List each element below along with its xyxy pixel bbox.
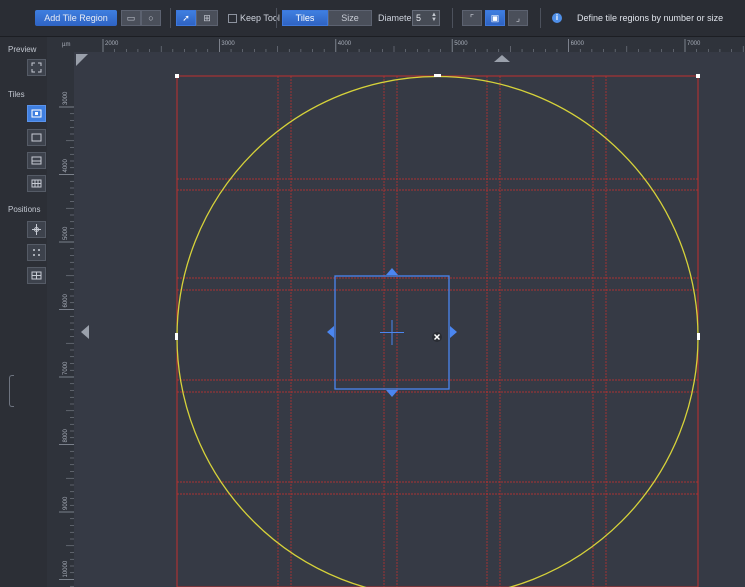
resize-handle-right[interactable] (697, 333, 700, 340)
toolbar: Add Tile Region ▭ ○ ➚ ⊞ Keep Tool Tiles … (0, 0, 745, 37)
rectangle-tool-button[interactable]: ▭ (121, 10, 141, 26)
position-list-icon (31, 271, 42, 280)
pointer-icon: ➚ (182, 12, 190, 23)
left-tool-panel: Preview Tiles Positions (0, 37, 47, 587)
delete-tile-icon[interactable] (432, 332, 442, 342)
tile-single-icon (31, 109, 42, 118)
ruler-tick-label: 7000 (63, 361, 69, 375)
checkbox-icon (228, 13, 237, 23)
corner-frame-button[interactable]: ⌟ (508, 10, 528, 26)
left-ruler: 3000 4000 5000 6000 7000 8000 9000 10000 (47, 52, 74, 587)
rectangle-icon: ▭ (126, 12, 136, 23)
diameter-value: 5 (416, 13, 422, 23)
resize-handle-top[interactable] (434, 74, 441, 77)
toolbar-divider (452, 8, 453, 28)
preview-fit-icon (31, 62, 42, 73)
ruler-tick-label: 6000 (63, 293, 69, 307)
move-up-arrow-icon[interactable] (386, 268, 398, 275)
ruler-tick-label: 7000 (687, 41, 701, 47)
ruler-tick-label: 4000 (338, 41, 352, 47)
position-add-button[interactable] (27, 221, 46, 238)
preview-label: Preview (8, 45, 37, 54)
center-frame-button[interactable]: ▣ (485, 10, 505, 26)
move-left-arrow-icon[interactable] (327, 326, 334, 338)
ruler-tick-label: 9000 (63, 496, 69, 510)
ruler-tick-label: 5000 (63, 226, 69, 240)
resize-handle-left[interactable] (175, 333, 178, 340)
grid-select-tool-button[interactable]: ⊞ (196, 10, 218, 26)
toolbar-divider (540, 8, 541, 28)
tile-grid (176, 75, 699, 587)
hint-text: Define tile regions by number or size (577, 13, 724, 23)
positions-label: Positions (8, 205, 41, 214)
position-list-button[interactable] (27, 267, 46, 284)
tile-frame-button[interactable] (27, 152, 46, 169)
move-right-arrow-icon[interactable] (450, 326, 457, 338)
frame-icon: ⌜ (469, 12, 475, 23)
ruler-tick-label: 10000 (63, 560, 69, 577)
ruler-unit: µm (62, 42, 70, 48)
add-tile-region-button[interactable]: Add Tile Region (35, 10, 117, 26)
stepper-arrows-icon[interactable]: ▲ ▼ (431, 12, 437, 23)
panel-collapse-handle[interactable] (9, 375, 14, 407)
position-grid-button[interactable] (27, 244, 46, 261)
move-down-arrow-icon[interactable] (386, 390, 398, 397)
tile-canvas[interactable] (74, 52, 745, 587)
ruler-tick-label: 8000 (63, 428, 69, 442)
keep-tool-checkbox[interactable]: Keep Tool (228, 10, 280, 26)
ruler-tick-label: 3000 (221, 41, 235, 47)
tile-grid-icon (31, 179, 42, 188)
info-icon: i (552, 13, 562, 23)
circular-tile-region[interactable] (176, 75, 699, 587)
top-ruler: µm20003000400050006000700080009000100001… (47, 37, 745, 52)
circle-icon: ○ (148, 13, 154, 23)
corner-handle-top-right[interactable] (696, 74, 700, 78)
canvas-drawing (76, 54, 700, 587)
tile-rect-button[interactable] (27, 129, 46, 146)
origin-marker-icon (76, 54, 88, 66)
corner-handle-top-left[interactable] (175, 74, 179, 78)
ruler-tick-label: 4000 (63, 158, 69, 172)
ruler-tick-label: 5000 (454, 41, 468, 47)
tile-grid-button[interactable] (27, 175, 46, 192)
preview-fit-button[interactable] (27, 59, 46, 76)
grid-select-icon: ⊞ (203, 12, 211, 23)
ruler-tick-label: 6000 (571, 41, 585, 47)
toolbar-divider (276, 8, 277, 28)
region-bounding-box (176, 75, 699, 587)
ruler-tick-label: 2000 (105, 41, 119, 47)
diameter-label: Diameter (378, 13, 415, 23)
size-mode-tab[interactable]: Size (328, 10, 372, 26)
tile-frame-icon (31, 156, 42, 165)
center-marker-top-icon (494, 55, 510, 62)
toolbar-divider (170, 8, 171, 28)
diameter-stepper[interactable]: 5 ▲ ▼ (412, 10, 440, 26)
position-grid-icon (33, 249, 40, 256)
tiles-label: Tiles (8, 90, 25, 99)
keep-tool-label: Keep Tool (240, 13, 280, 23)
circle-tool-button[interactable]: ○ (141, 10, 161, 26)
center-marker-left-icon (81, 325, 89, 339)
selected-tile[interactable] (334, 275, 450, 390)
tile-rect-icon (31, 133, 42, 142)
frame-button[interactable]: ⌜ (462, 10, 482, 26)
center-frame-icon: ▣ (490, 12, 500, 23)
ruler-tick-label: 3000 (63, 91, 69, 105)
corner-frame-icon: ⌟ (515, 12, 521, 23)
pointer-tool-button[interactable]: ➚ (176, 10, 196, 26)
tiles-mode-tab[interactable]: Tiles (282, 10, 328, 26)
tile-single-button[interactable] (27, 105, 46, 122)
position-add-icon (32, 224, 41, 235)
